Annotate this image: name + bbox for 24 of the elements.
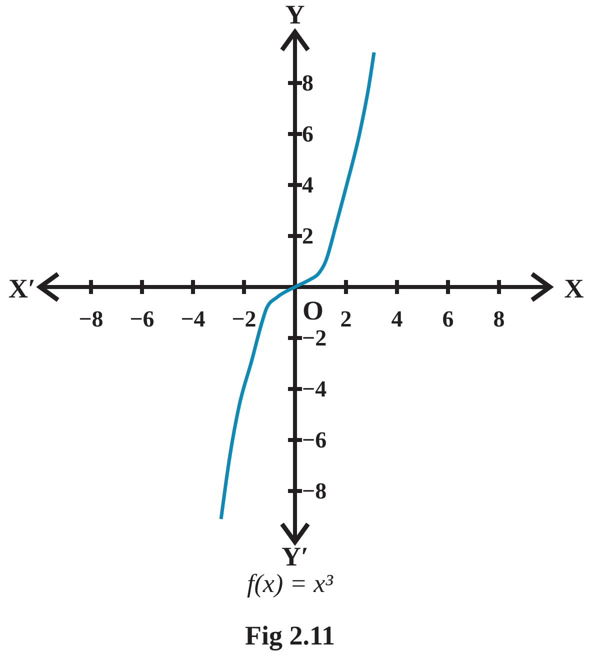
y-axis-title: Y — [285, 0, 305, 30]
y-tick-label: 2 — [302, 224, 314, 248]
x-tick-label: 4 — [391, 306, 404, 332]
x-tick-label: −8 — [78, 306, 104, 332]
y-tick-label: −8 — [302, 478, 327, 504]
y-tick-label: −2 — [302, 326, 327, 350]
x-tick-label: −4 — [180, 306, 206, 332]
caption: Fig 2.11 — [244, 620, 336, 650]
x-axis-title: X — [564, 274, 584, 304]
annotation: Y′ — [281, 542, 309, 572]
annotation: O — [302, 296, 324, 326]
line-series — [219, 50, 376, 521]
text: X′ — [8, 274, 36, 304]
x-tick-label: −6 — [130, 306, 154, 332]
x-tick-label: 8 — [493, 306, 505, 332]
x-tick-label: 6 — [442, 306, 454, 332]
y-tick-label: 4 — [302, 172, 314, 198]
text: f(x) = x³ — [247, 569, 333, 598]
x-tick-label: 2 — [340, 306, 352, 332]
y-tick-label: −4 — [302, 376, 328, 402]
y-tick-label: 6 — [302, 122, 314, 146]
y-tick-label: −6 — [302, 428, 327, 452]
x-tick-label: −2 — [232, 306, 256, 332]
y-tick-label: 8 — [302, 70, 314, 96]
